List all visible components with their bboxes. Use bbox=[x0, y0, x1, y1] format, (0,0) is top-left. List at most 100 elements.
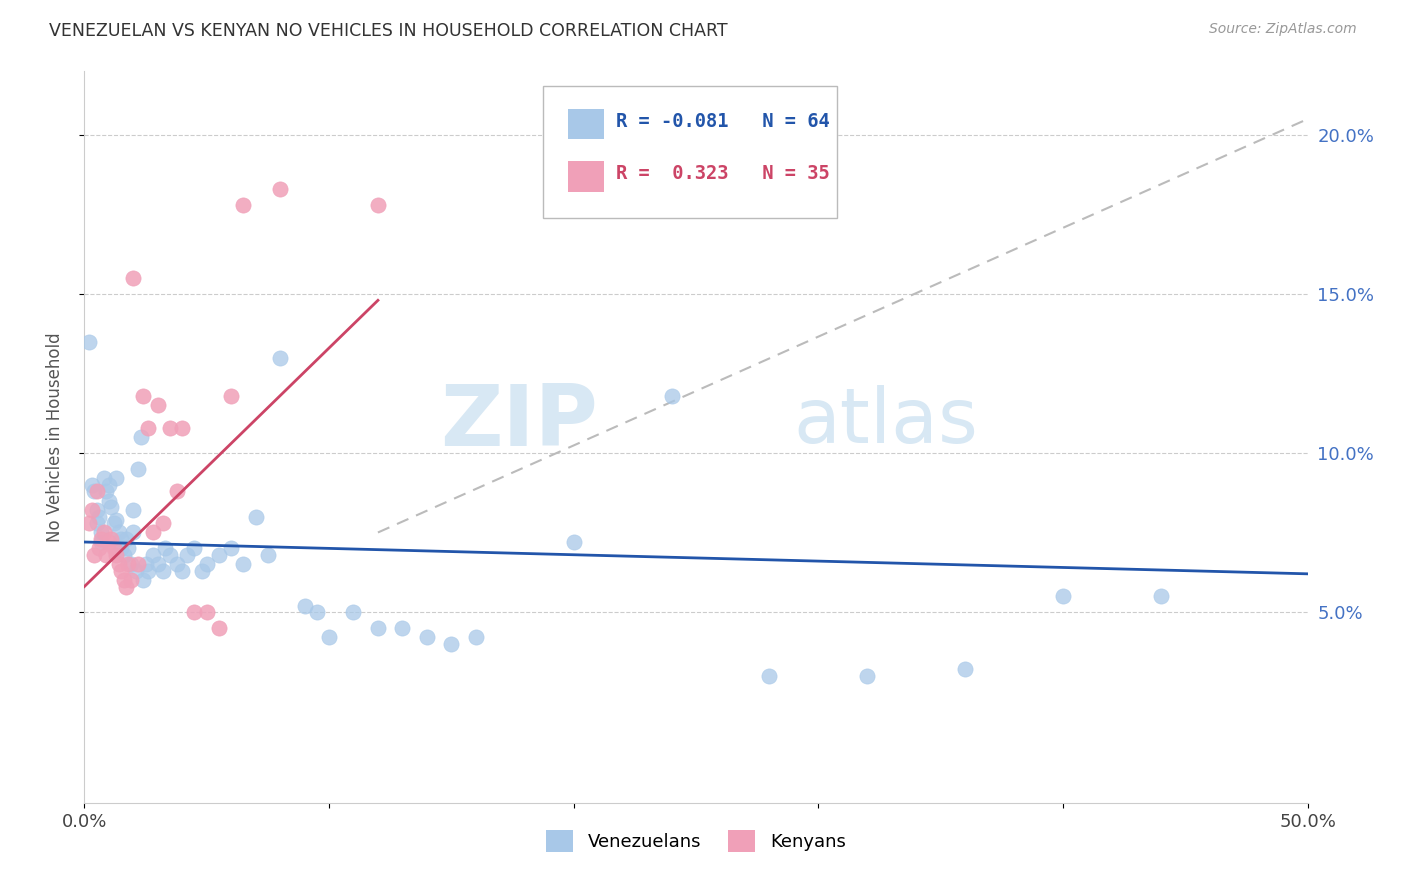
Point bbox=[136, 420, 159, 434]
Point bbox=[90, 535, 112, 549]
Point bbox=[96, 484, 118, 499]
Point bbox=[136, 564, 159, 578]
Point bbox=[269, 182, 291, 196]
Point bbox=[146, 398, 169, 412]
Point bbox=[93, 525, 115, 540]
Point bbox=[105, 471, 128, 485]
Point bbox=[132, 573, 155, 587]
Y-axis label: No Vehicles in Household: No Vehicles in Household bbox=[45, 332, 63, 542]
Point bbox=[90, 532, 112, 546]
Point bbox=[125, 564, 148, 578]
Point bbox=[97, 535, 120, 549]
Point bbox=[153, 541, 176, 556]
FancyBboxPatch shape bbox=[543, 86, 837, 218]
Point bbox=[305, 605, 328, 619]
Point bbox=[122, 503, 145, 517]
Point bbox=[176, 548, 198, 562]
Point bbox=[115, 580, 138, 594]
Point bbox=[166, 558, 188, 572]
Point bbox=[294, 599, 316, 613]
Point bbox=[219, 389, 242, 403]
Point bbox=[318, 631, 340, 645]
Point bbox=[464, 631, 486, 645]
Point bbox=[105, 548, 128, 562]
Point bbox=[80, 477, 103, 491]
Point bbox=[115, 532, 138, 546]
Point bbox=[122, 525, 145, 540]
Point bbox=[77, 516, 100, 530]
Point bbox=[219, 541, 242, 556]
Point bbox=[953, 662, 976, 676]
Point bbox=[105, 513, 128, 527]
Point bbox=[100, 500, 122, 514]
Text: ZIP: ZIP bbox=[440, 381, 598, 464]
Point bbox=[80, 503, 103, 517]
Point bbox=[122, 271, 145, 285]
Point bbox=[208, 548, 231, 562]
Point bbox=[86, 503, 108, 517]
Point bbox=[367, 198, 389, 212]
Point bbox=[257, 548, 280, 562]
Point bbox=[129, 430, 152, 444]
Point bbox=[90, 525, 112, 540]
Point bbox=[232, 198, 254, 212]
Point bbox=[183, 605, 205, 619]
Point bbox=[120, 558, 142, 572]
Point bbox=[107, 558, 129, 572]
Point bbox=[127, 558, 149, 572]
Point bbox=[232, 558, 254, 572]
Point bbox=[183, 541, 205, 556]
Point bbox=[661, 389, 683, 403]
Point bbox=[1150, 589, 1173, 603]
Point bbox=[110, 532, 132, 546]
Point bbox=[146, 558, 169, 572]
Point bbox=[110, 541, 132, 556]
Text: R =  0.323   N = 35: R = 0.323 N = 35 bbox=[616, 164, 830, 183]
Point bbox=[117, 558, 139, 572]
Text: R = -0.081   N = 64: R = -0.081 N = 64 bbox=[616, 112, 830, 130]
Point bbox=[152, 564, 174, 578]
Point bbox=[112, 573, 135, 587]
Text: VENEZUELAN VS KENYAN NO VEHICLES IN HOUSEHOLD CORRELATION CHART: VENEZUELAN VS KENYAN NO VEHICLES IN HOUS… bbox=[49, 22, 728, 40]
FancyBboxPatch shape bbox=[568, 109, 605, 139]
Point bbox=[103, 541, 125, 556]
Point bbox=[245, 509, 267, 524]
Point bbox=[416, 631, 439, 645]
Text: atlas: atlas bbox=[794, 385, 979, 459]
Point bbox=[269, 351, 291, 365]
Point bbox=[83, 548, 105, 562]
Point bbox=[166, 484, 188, 499]
Point bbox=[172, 420, 194, 434]
Point bbox=[86, 516, 108, 530]
FancyBboxPatch shape bbox=[568, 161, 605, 192]
Point bbox=[562, 535, 585, 549]
Point bbox=[97, 493, 120, 508]
Point bbox=[110, 564, 132, 578]
Point bbox=[142, 525, 165, 540]
Point bbox=[159, 548, 181, 562]
Point bbox=[208, 621, 231, 635]
Point bbox=[93, 471, 115, 485]
Point bbox=[191, 564, 214, 578]
Point bbox=[391, 621, 413, 635]
Point bbox=[77, 334, 100, 349]
Legend: Venezuelans, Kenyans: Venezuelans, Kenyans bbox=[538, 823, 853, 860]
Point bbox=[97, 477, 120, 491]
Point bbox=[342, 605, 364, 619]
Point bbox=[152, 516, 174, 530]
Point bbox=[83, 484, 105, 499]
Point bbox=[87, 541, 110, 556]
Point bbox=[142, 548, 165, 562]
Text: Source: ZipAtlas.com: Source: ZipAtlas.com bbox=[1209, 22, 1357, 37]
Point bbox=[117, 541, 139, 556]
Point bbox=[367, 621, 389, 635]
Point bbox=[86, 484, 108, 499]
Point bbox=[103, 516, 125, 530]
Point bbox=[96, 548, 118, 562]
Point bbox=[856, 668, 879, 682]
Point bbox=[107, 525, 129, 540]
Point bbox=[440, 637, 463, 651]
Point bbox=[112, 548, 135, 562]
Point bbox=[159, 420, 181, 434]
Point bbox=[127, 462, 149, 476]
